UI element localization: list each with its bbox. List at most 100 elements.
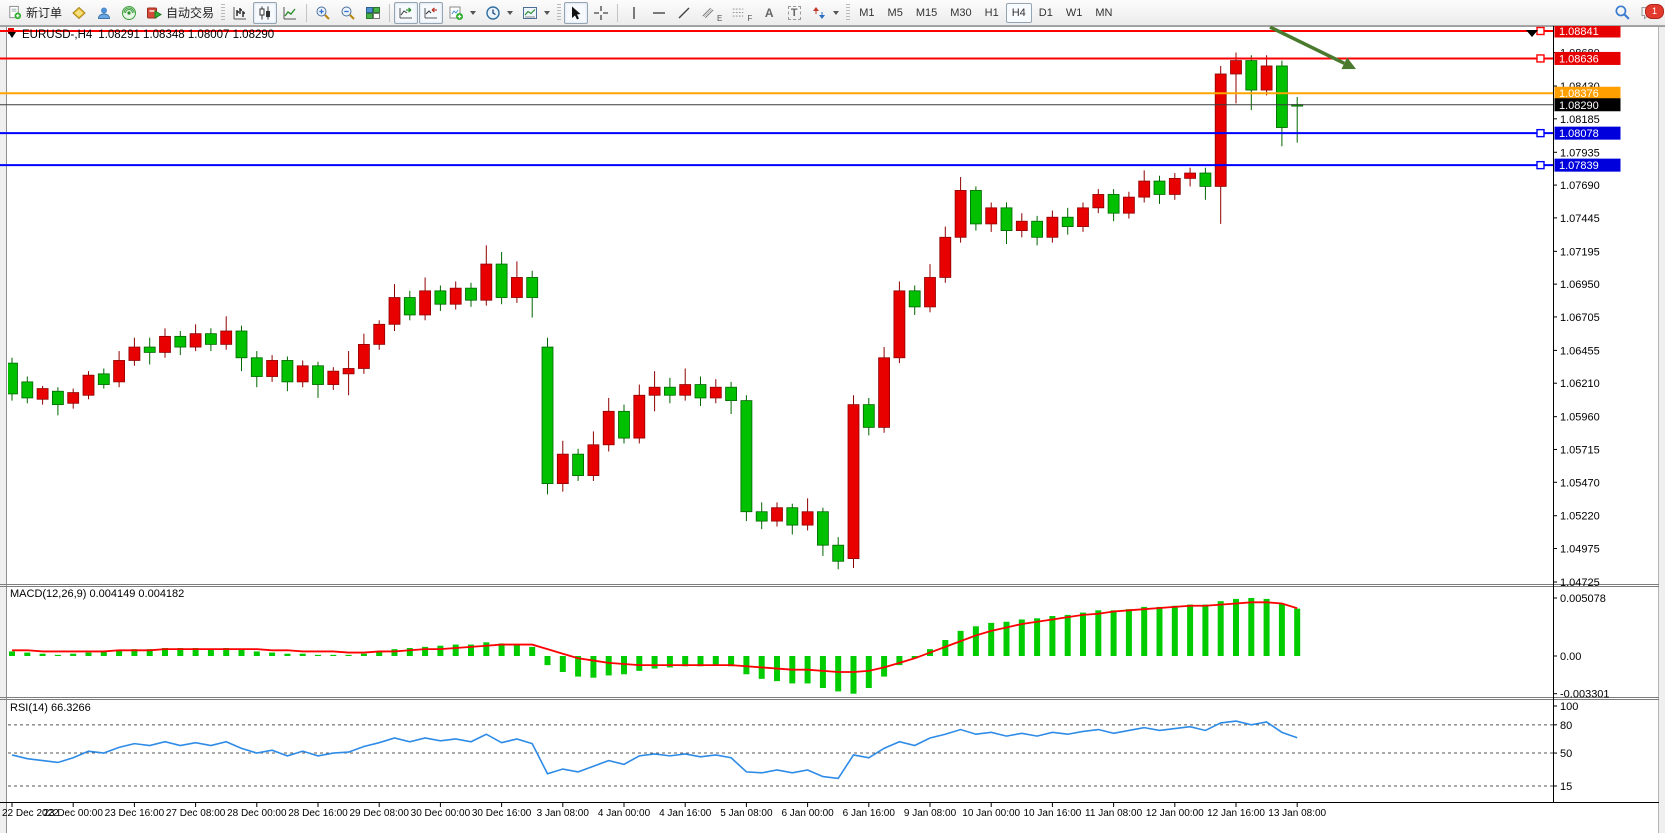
macd-pane[interactable] (9, 597, 1301, 694)
hline-endpoint-marker[interactable] (1536, 26, 1545, 36)
timeframe-toolbar: M1 M5 M15 M30 H1 H4 D1 W1 MN (853, 2, 1118, 23)
channel-glyph: E (717, 13, 723, 23)
svg-text:1.04975: 1.04975 (1560, 544, 1600, 556)
search-icon (1615, 5, 1630, 20)
hline-endpoint-marker[interactable] (1536, 128, 1545, 138)
bar-chart-button[interactable] (228, 2, 252, 24)
timeframe-H1[interactable]: H1 (979, 3, 1005, 23)
candlestick-button[interactable] (253, 1, 278, 24)
new-order-button[interactable]: 新订单 (3, 2, 66, 24)
timeframe-D1[interactable]: D1 (1033, 3, 1059, 23)
main-toolbar: 新订单 自动交易 (0, 0, 1665, 26)
timeframe-W1[interactable]: W1 (1060, 3, 1089, 23)
template-icon (523, 6, 538, 19)
svg-text:10 Jan 00:00: 10 Jan 00:00 (962, 808, 1020, 819)
templates-button[interactable] (518, 2, 554, 24)
timeframe-M30[interactable]: M30 (944, 3, 977, 23)
autotrading-button[interactable]: 自动交易 (142, 2, 218, 24)
svg-text:9 Jan 08:00: 9 Jan 08:00 (904, 808, 957, 819)
timeframe-M5[interactable]: M5 (882, 3, 909, 23)
rsi-pane[interactable] (8, 720, 1553, 787)
channel-button[interactable]: E (697, 2, 726, 24)
svg-text:1.07445: 1.07445 (1560, 213, 1600, 225)
cursor-button[interactable] (564, 1, 589, 24)
toolbar-separator (389, 3, 391, 22)
timeframe-MN[interactable]: MN (1089, 3, 1118, 23)
svg-text:23 Dec 16:00: 23 Dec 16:00 (105, 808, 165, 819)
text-label-icon: T (787, 5, 801, 20)
timeframe-H4[interactable]: H4 (1005, 2, 1032, 23)
chart-shift-button[interactable] (419, 1, 444, 24)
text-label-button[interactable]: T (782, 2, 806, 24)
hline-endpoint-marker[interactable] (1536, 160, 1545, 170)
svg-text:28 Dec 00:00: 28 Dec 00:00 (227, 808, 287, 819)
chart-canvas[interactable]: 1.086801.084301.081851.079351.076901.074… (0, 26, 1665, 833)
chevron-down-icon (544, 10, 551, 15)
horizontal-line-button[interactable] (647, 2, 671, 24)
svg-text:1.08841: 1.08841 (1559, 26, 1599, 38)
svg-text:29 Dec 08:00: 29 Dec 08:00 (349, 808, 409, 819)
svg-text:23 Dec 00:00: 23 Dec 00:00 (43, 808, 103, 819)
vertical-line-button[interactable] (622, 2, 646, 24)
chart-area[interactable]: 1.086801.084301.081851.079351.076901.074… (0, 26, 1665, 833)
fibonacci-button[interactable]: F (727, 2, 756, 24)
svg-text:1.06210: 1.06210 (1560, 378, 1600, 390)
channel-icon (702, 7, 714, 19)
svg-text:1.08290: 1.08290 (1559, 100, 1599, 112)
svg-text:1.05715: 1.05715 (1560, 444, 1600, 456)
toolbar-grip (557, 3, 562, 22)
trendline-button[interactable] (672, 2, 696, 24)
hline-endpoint-marker[interactable] (1536, 54, 1545, 63)
zoom-in-button[interactable] (311, 2, 335, 24)
svg-text:0.00: 0.00 (1560, 651, 1581, 663)
zoom-out-button[interactable] (336, 2, 360, 24)
chevron-down-icon (833, 10, 840, 15)
line-chart-button[interactable] (278, 2, 302, 24)
price-axis[interactable]: 1.086801.084301.081851.079351.076901.074… (1553, 26, 1621, 589)
svg-text:1.05220: 1.05220 (1560, 511, 1600, 523)
svg-text:5 Jan 08:00: 5 Jan 08:00 (720, 808, 773, 819)
arrows-button[interactable] (807, 2, 843, 24)
community-icon (98, 7, 111, 19)
svg-text:1.05960: 1.05960 (1560, 412, 1600, 424)
svg-text:28 Dec 16:00: 28 Dec 16:00 (288, 808, 348, 819)
text-button[interactable]: A (757, 2, 781, 24)
toolbar-separator (617, 3, 619, 22)
fibonacci-glyph: F (747, 13, 753, 23)
auto-scroll-button[interactable] (394, 1, 419, 24)
svg-text:1.06950: 1.06950 (1560, 279, 1600, 291)
scroll-to-end-marker[interactable] (1526, 30, 1538, 37)
macd-axis: 0.005078 0.00 -0.003301 (1553, 593, 1610, 701)
svg-text:80: 80 (1560, 720, 1572, 732)
candlestick-icon (259, 6, 271, 19)
periods-button[interactable] (481, 2, 517, 24)
community-button[interactable] (92, 2, 116, 24)
svg-text:12 Jan 00:00: 12 Jan 00:00 (1146, 808, 1204, 819)
new-order-label: 新订单 (26, 6, 63, 20)
trendline-icon (678, 7, 690, 18)
chart-shift-icon (424, 6, 438, 18)
tile-windows-button[interactable] (361, 2, 385, 24)
zoom-in-icon (316, 6, 330, 20)
hline-endpoint-marker[interactable] (8, 28, 14, 34)
timeframe-M1[interactable]: M1 (853, 3, 880, 23)
svg-text:4 Jan 16:00: 4 Jan 16:00 (659, 808, 712, 819)
search-button[interactable] (1610, 2, 1635, 24)
svg-text:4 Jan 00:00: 4 Jan 00:00 (598, 808, 651, 819)
chevron-down-icon (507, 10, 514, 15)
svg-text:1.07839: 1.07839 (1559, 160, 1599, 172)
notifications-button[interactable]: 1 (1636, 2, 1664, 24)
fibonacci-icon (733, 8, 744, 17)
new-chart-button[interactable] (444, 2, 480, 24)
hline-objects-layer[interactable] (0, 26, 1553, 170)
timeframe-M15[interactable]: M15 (910, 3, 943, 23)
svg-text:30 Dec 00:00: 30 Dec 00:00 (411, 808, 471, 819)
signals-button[interactable] (117, 2, 141, 24)
arrow-annotation[interactable] (1269, 26, 1356, 70)
svg-text:1.07690: 1.07690 (1560, 180, 1600, 192)
candles-layer[interactable] (7, 52, 1304, 570)
crosshair-button[interactable] (589, 2, 613, 24)
gold-button[interactable] (67, 2, 91, 24)
